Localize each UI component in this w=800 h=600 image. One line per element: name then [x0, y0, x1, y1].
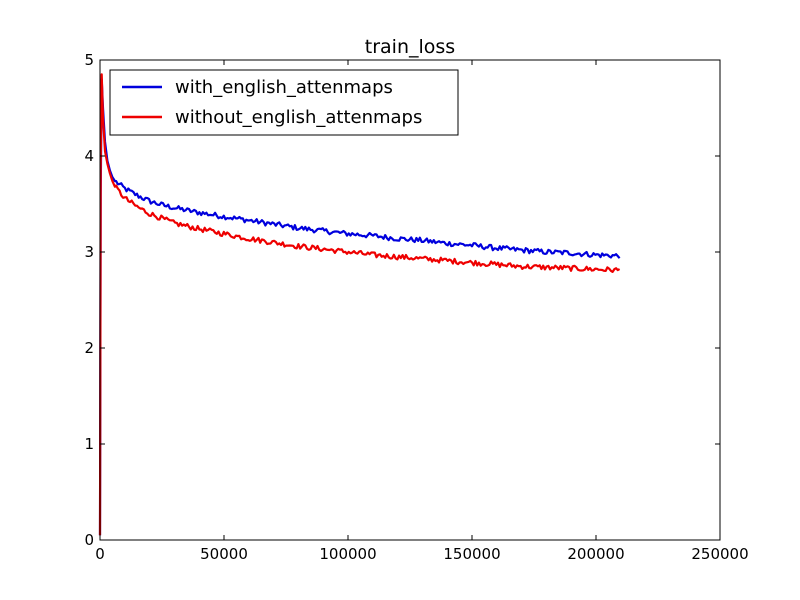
y-tick-label-4: 4 [84, 147, 94, 165]
y-tick-label-1: 1 [84, 435, 94, 453]
x-tick-label-0: 0 [95, 545, 105, 563]
x-tick-label-3: 150000 [443, 545, 500, 563]
series-layer [98, 73, 621, 536]
x-tick-label-2: 100000 [319, 545, 376, 563]
y-tick-label-2: 2 [84, 339, 94, 357]
plot-frame [99, 59, 721, 541]
series-line-1 [98, 73, 621, 536]
x-tick-label-1: 50000 [200, 545, 248, 563]
legend-box [109, 69, 459, 136]
series-line-0 [98, 78, 621, 536]
y-tick-label-3: 3 [84, 243, 94, 261]
x-tick-label-4: 200000 [567, 545, 624, 563]
x-tick-label-5: 250000 [691, 545, 748, 563]
ticks-layer: 0 50000 100000 150000 200000 250000 0 1 2 3 4 5 [84, 51, 748, 563]
plot-area: 0 50000 100000 150000 200000 250000 0 1 2 3 4 5 [84, 51, 748, 563]
y-tick-label-5: 5 [84, 51, 94, 69]
legend-label-0: with_english_attenmaps [175, 77, 393, 98]
legend-label-1: without_english_attenmaps [175, 107, 422, 128]
legend: with_english_attenmaps without_english_a… [109, 69, 459, 136]
y-tick-label-0: 0 [84, 531, 94, 549]
chart-title: train_loss [365, 36, 455, 58]
plot-background [100, 60, 720, 540]
